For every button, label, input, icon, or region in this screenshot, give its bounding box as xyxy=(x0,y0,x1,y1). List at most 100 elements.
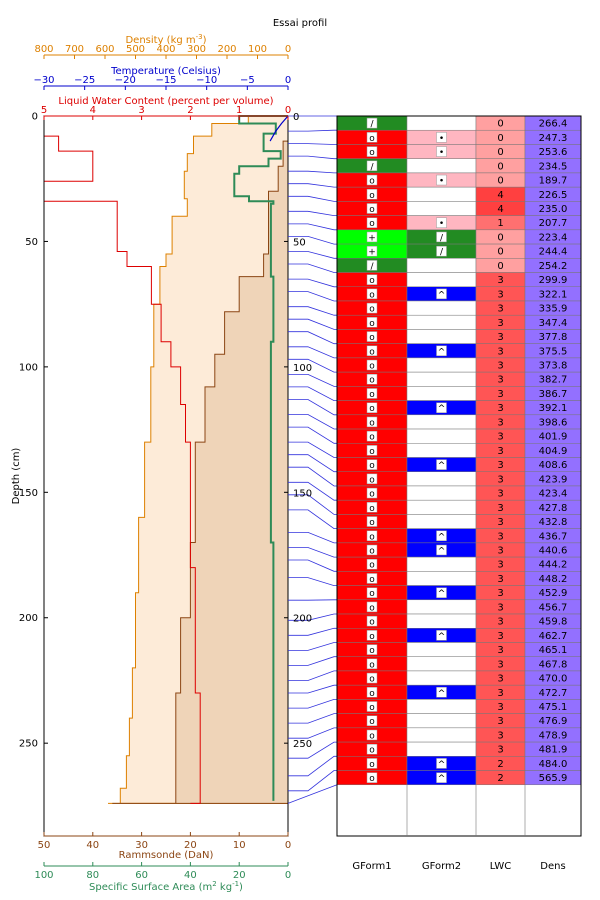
gform1-symbol-box xyxy=(366,615,378,627)
dens-value: 382.7 xyxy=(539,375,568,386)
lwc-value: 4 xyxy=(497,204,503,215)
connector-line xyxy=(288,318,337,330)
connector-line xyxy=(288,331,337,345)
dens-value: 475.1 xyxy=(539,702,568,713)
connector-line xyxy=(288,670,337,681)
gform1-symbol-box xyxy=(366,373,378,385)
y-tick-label: 150 xyxy=(19,488,38,499)
dens-value: 436.7 xyxy=(539,531,568,542)
lwc-value: 0 xyxy=(497,147,503,158)
gform2-cell xyxy=(406,514,477,529)
dens-value: 375.5 xyxy=(539,346,568,357)
gform1-symbol: + xyxy=(368,233,376,243)
lwc-value: 3 xyxy=(497,730,503,741)
gform1-symbol-box xyxy=(366,487,378,499)
density-tick-label: 600 xyxy=(95,44,114,55)
lwc-value: 3 xyxy=(497,560,503,571)
gform2-cell xyxy=(406,571,477,586)
gform2-cell xyxy=(406,300,477,316)
gform1-symbol: o xyxy=(369,603,375,613)
density-axis-label: Density (kg m-3) xyxy=(125,33,206,46)
dens-value: 465.1 xyxy=(539,645,568,656)
dens-value: 392.1 xyxy=(539,403,568,414)
dens-value: 423.4 xyxy=(539,489,568,500)
dens-value: 476.9 xyxy=(539,716,568,727)
ssa-tick-label: 20 xyxy=(233,870,246,881)
gform1-symbol-box xyxy=(366,715,378,726)
gform2-cell xyxy=(406,258,477,273)
layer-table: / 0 266.4 o • 0 247.3 o • 0 253.6 / 0 234.5 o • 0 189.7 o 4… xyxy=(336,115,582,872)
gform1-symbol: o xyxy=(369,504,375,514)
gform2-cell xyxy=(406,428,477,444)
dens-value: 408.6 xyxy=(539,460,568,471)
gform2-cell xyxy=(406,599,477,615)
lwc-tick-label: 0 xyxy=(285,105,291,116)
connector-line xyxy=(288,713,337,724)
lwc-tick-label: 4 xyxy=(90,105,96,116)
dens-value: 427.8 xyxy=(539,503,568,514)
y-tick-label: 50 xyxy=(25,237,38,248)
connector-line xyxy=(288,770,337,792)
density-tick-label: 300 xyxy=(187,44,206,55)
table-frame xyxy=(336,115,582,837)
gform1-symbol-box xyxy=(366,160,378,172)
lwc-value: 3 xyxy=(497,688,503,699)
depth-label: 0 xyxy=(293,112,299,123)
gform2-symbol-box xyxy=(436,245,447,257)
density-tick-label: 200 xyxy=(217,44,236,55)
gform1-symbol-box xyxy=(366,331,378,342)
gform2-symbol-box xyxy=(436,174,447,186)
gform2-symbol-box xyxy=(436,288,447,300)
connector-line xyxy=(288,374,337,387)
gform2-symbol: ^ xyxy=(438,532,446,542)
temperature-tick-label: −30 xyxy=(33,75,54,86)
gform1-symbol: o xyxy=(369,347,375,357)
gform1-symbol: o xyxy=(369,717,375,727)
gform2-symbol: ^ xyxy=(438,589,446,599)
connector-line xyxy=(288,251,337,259)
gform2-cell xyxy=(406,357,477,373)
lwc-value: 3 xyxy=(497,674,503,685)
gform1-symbol-box xyxy=(366,516,378,527)
gform1-symbol: o xyxy=(369,731,375,741)
gform2-symbol: • xyxy=(439,148,444,158)
connector-line xyxy=(288,494,337,515)
gform1-symbol-box xyxy=(366,758,378,769)
lwc-value: 3 xyxy=(497,432,503,443)
connector-line xyxy=(288,559,337,572)
density-tick-label: 400 xyxy=(156,44,175,55)
gform1-symbol: o xyxy=(369,461,375,471)
gform1-symbol: o xyxy=(369,205,375,215)
temperature-line xyxy=(269,115,289,142)
gform1-symbol: o xyxy=(369,490,375,500)
ssa-tick-label: 60 xyxy=(135,870,148,881)
lwc-value: 0 xyxy=(497,161,503,172)
gform2-symbol: ^ xyxy=(438,632,446,642)
gform2-cell xyxy=(406,613,477,629)
gform1-symbol-box xyxy=(366,558,378,570)
gform1-symbol-box xyxy=(366,473,378,485)
lwc-value: 3 xyxy=(497,275,503,286)
gform1-symbol-box xyxy=(366,345,378,357)
temperature-axis-label: Temperature (Celsius) xyxy=(110,66,221,77)
gform1-symbol-box xyxy=(366,203,378,214)
gform1-symbol-box xyxy=(366,217,378,228)
gform1-symbol-box xyxy=(366,729,378,741)
gform1-symbol-box xyxy=(366,430,378,442)
gform2-symbol: • xyxy=(439,219,444,229)
temperature-tick-label: −25 xyxy=(74,75,95,86)
gform1-symbol: o xyxy=(369,447,375,457)
gform2-cell xyxy=(406,485,477,501)
connector-line xyxy=(288,741,337,759)
dens-value: 235.0 xyxy=(539,204,568,215)
gform1-symbol: / xyxy=(370,120,374,130)
connector-line xyxy=(288,386,337,401)
gform1-symbol-box xyxy=(366,132,378,143)
gform1-symbol-box xyxy=(366,416,378,428)
gform1-symbol-box xyxy=(366,672,378,684)
lwc-value: 3 xyxy=(497,531,503,542)
depth-label: 50 xyxy=(293,237,306,248)
gform1-symbol-box xyxy=(366,274,378,285)
